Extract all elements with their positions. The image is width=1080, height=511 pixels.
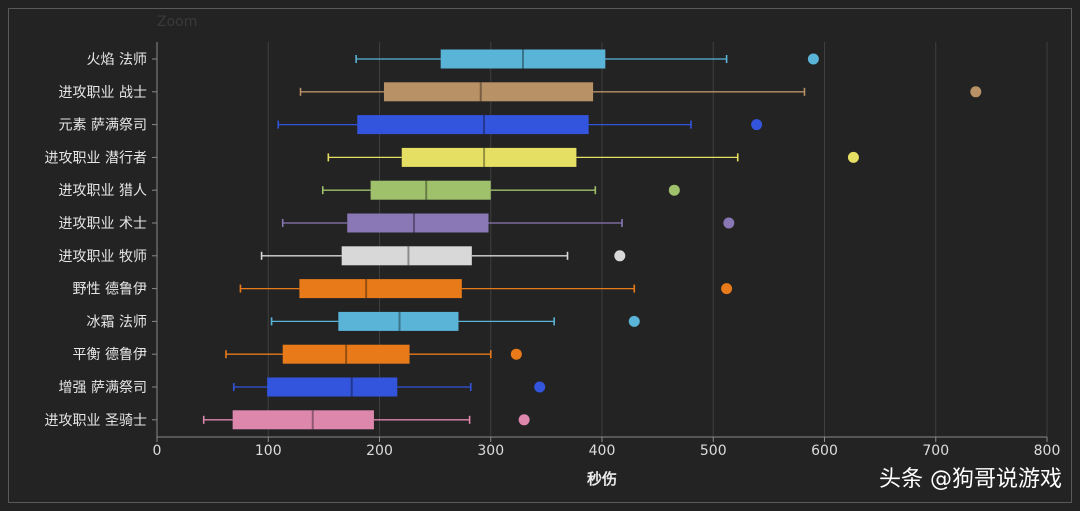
outlier-point [751, 119, 763, 131]
box-group [327, 147, 859, 167]
iqr-box [370, 180, 491, 200]
y-tick-label: 进攻职业 术士 [59, 216, 147, 232]
y-tick-label: 进攻职业 潜行者 [45, 150, 147, 166]
x-tick-label: 300 [477, 443, 504, 459]
box-group [202, 410, 530, 430]
outlier-point [847, 151, 859, 163]
iqr-box [282, 344, 410, 364]
iqr-box [267, 377, 398, 397]
iqr-box [341, 246, 472, 266]
x-tick-label: 0 [153, 443, 162, 459]
iqr-box [383, 82, 594, 102]
iqr-box [347, 213, 489, 233]
box-group [299, 82, 982, 102]
iqr-box [440, 49, 606, 69]
x-tick-label: 200 [366, 443, 393, 459]
iqr-box [338, 311, 459, 331]
x-tick-label: 700 [922, 443, 949, 459]
box-group [270, 311, 640, 331]
iqr-box [299, 279, 462, 299]
iqr-box [401, 147, 577, 167]
y-tick-label: 火焰 法师 [87, 52, 147, 68]
outlier-point [723, 217, 735, 229]
iqr-box [232, 410, 374, 430]
box-group [277, 115, 763, 135]
y-tick-label: 增强 萨满祭司 [59, 380, 147, 396]
outlier-point [518, 414, 530, 426]
y-tick-label: 进攻职业 圣骑士 [45, 413, 147, 429]
x-tick-label: 500 [700, 443, 727, 459]
outlier-point [721, 283, 733, 295]
outlier-point [970, 86, 982, 98]
grid-lines [267, 42, 1048, 437]
x-axis: 0 100 200 300 400 500 600 700 800 [153, 436, 1061, 459]
box-group [281, 213, 735, 233]
box-group [260, 246, 626, 266]
y-tick-label: 野性 德鲁伊 [73, 282, 147, 298]
x-tick-label: 600 [811, 443, 838, 459]
box-group [232, 377, 546, 397]
y-tick-label: 进攻职业 战士 [59, 85, 147, 101]
outlier-point [510, 348, 522, 360]
watermark: 头条 @狗哥说游戏 [879, 467, 1062, 492]
x-tick-label: 800 [1034, 443, 1061, 459]
y-tick-label: 冰霜 法师 [87, 314, 147, 330]
y-tick-label: 元素 萨满祭司 [59, 118, 147, 134]
iqr-box [357, 115, 589, 135]
box-group [355, 49, 819, 69]
outlier-point [668, 184, 680, 196]
chart-frame [8, 8, 1072, 503]
x-tick-label: 400 [589, 443, 616, 459]
box-group [239, 279, 733, 299]
x-tick-label: 100 [255, 443, 282, 459]
x-axis-title: 秒伤 [587, 470, 617, 488]
outlier-point [807, 53, 819, 65]
zoom-label[interactable]: Zoom [157, 14, 198, 30]
box-group [225, 344, 522, 364]
outlier-point [534, 381, 546, 393]
y-tick-label: 平衡 德鲁伊 [73, 347, 147, 363]
y-tick-label: 进攻职业 猎人 [59, 183, 147, 199]
box-group [321, 180, 680, 200]
outlier-point [614, 250, 626, 262]
boxplot-series [202, 49, 982, 430]
outlier-point [628, 315, 640, 327]
y-tick-label: 进攻职业 牧师 [59, 249, 147, 265]
